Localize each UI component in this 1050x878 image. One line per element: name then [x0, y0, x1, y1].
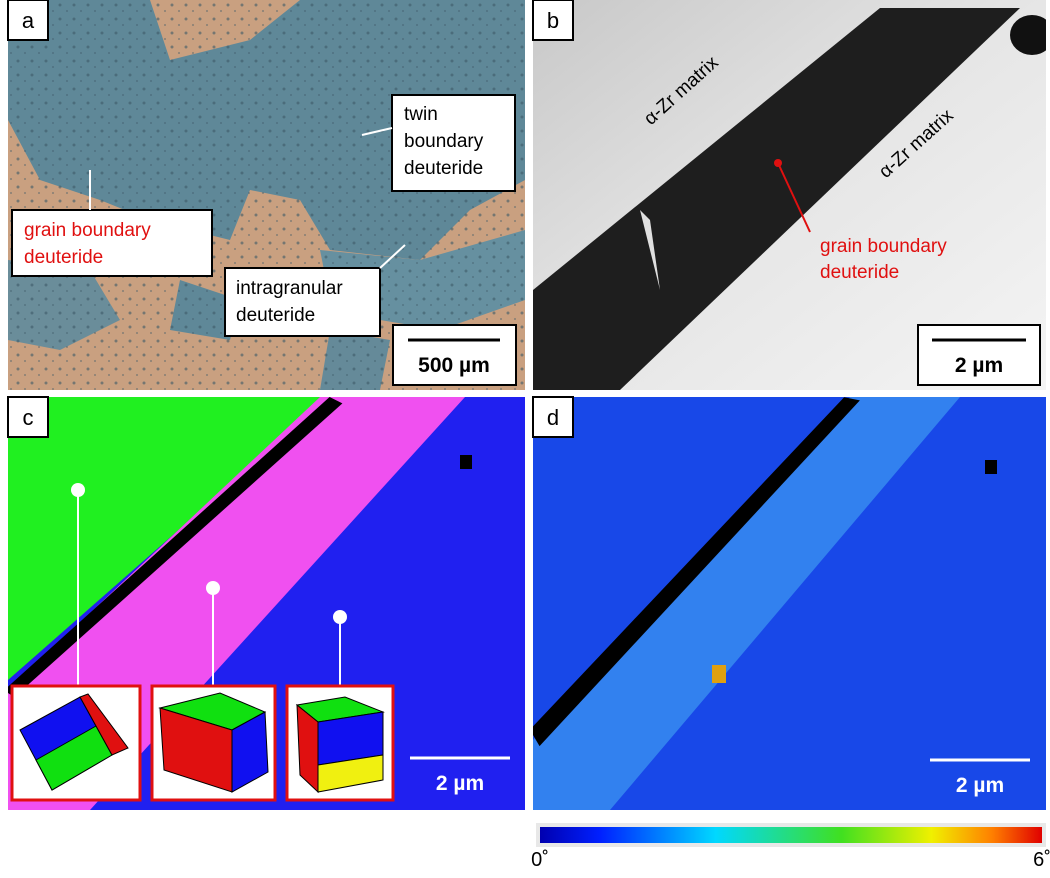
colorbar — [540, 827, 1042, 843]
panel-label: b — [547, 8, 559, 33]
page: a twinboundarydeuteride grain boundaryde… — [0, 0, 1050, 878]
colorbar-tick-label: 0˚ — [531, 849, 549, 871]
scale-label: 2 µm — [956, 774, 1004, 797]
figure: a twinboundarydeuteride grain boundaryde… — [0, 0, 1050, 873]
panel-label: a — [22, 8, 35, 33]
panel-label: d — [547, 405, 559, 430]
scale-label: 2 µm — [955, 354, 1003, 377]
panel-d-image — [533, 397, 1046, 810]
scale-label: 500 µm — [418, 354, 490, 377]
panel-label: c — [23, 405, 34, 430]
scale-label: 2 µm — [436, 772, 484, 795]
colorbar-tick-label: 6˚ — [1033, 849, 1050, 871]
